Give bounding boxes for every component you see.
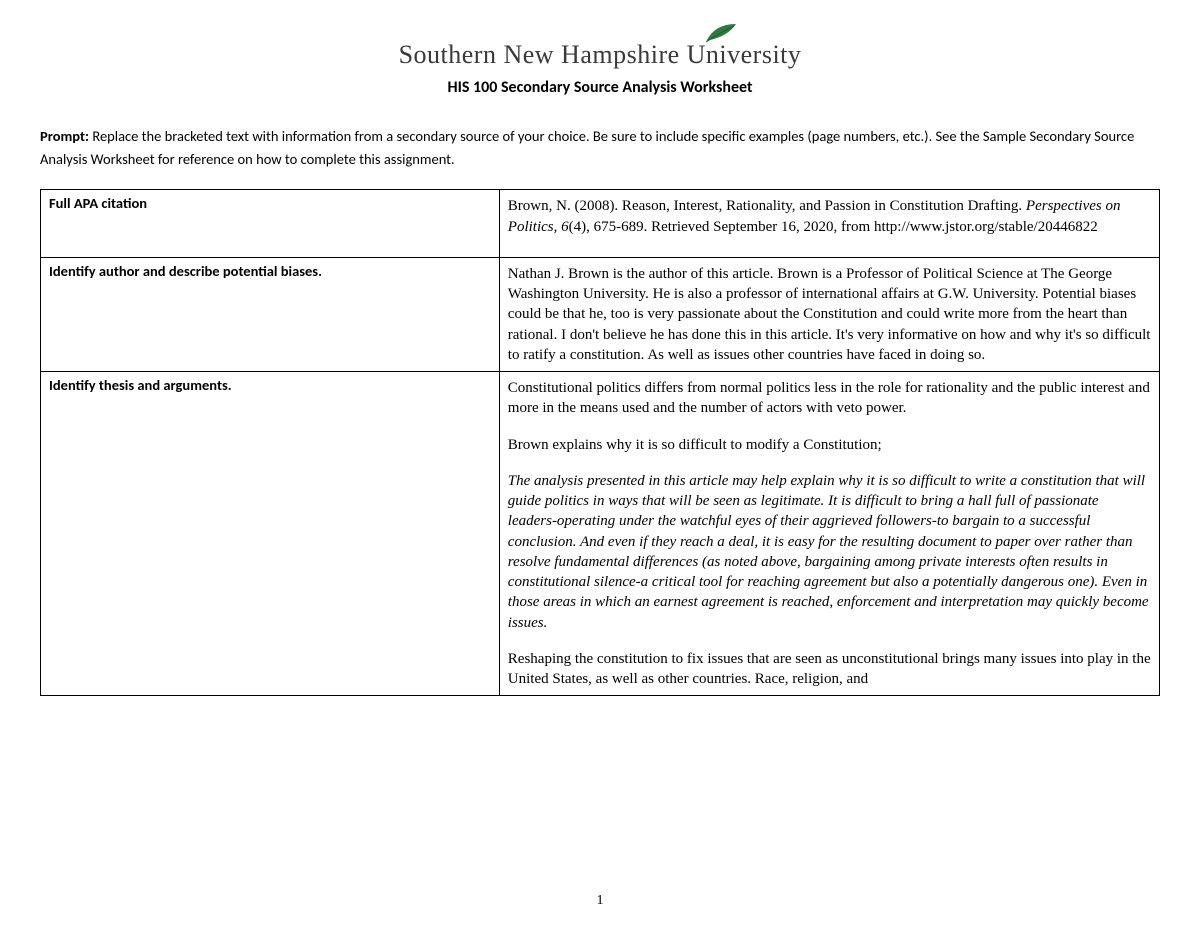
citation-post: (4), 675-689. Retrieved September 16, 20… bbox=[569, 219, 1098, 235]
thesis-p2: Brown explains why it is so difficult to… bbox=[508, 435, 1151, 455]
prompt-paragraph: Prompt: Replace the bracketed text with … bbox=[40, 125, 1160, 171]
leaf-icon bbox=[704, 22, 738, 44]
table-row: Identify author and describe potential b… bbox=[41, 257, 1160, 371]
document-title: HIS 100 Secondary Source Analysis Worksh… bbox=[40, 78, 1160, 97]
prompt-label: Prompt: bbox=[40, 127, 89, 145]
citation-pre: Brown, N. (2008). Reason, Interest, Rati… bbox=[508, 198, 1026, 214]
thesis-p3: Reshaping the constitution to fix issues… bbox=[508, 649, 1151, 690]
page-number: 1 bbox=[0, 893, 1200, 909]
thesis-p1: Constitutional politics differs from nor… bbox=[508, 378, 1151, 419]
row-label-thesis: Identify thesis and arguments. bbox=[41, 372, 500, 696]
logo-text-part1: Southern New Hamps bbox=[399, 40, 638, 70]
row-label-author: Identify author and describe potential b… bbox=[41, 257, 500, 371]
row-value-author: Nathan J. Brown is the author of this ar… bbox=[499, 257, 1159, 371]
logo-text-part2: hire bbox=[637, 40, 679, 70]
row-value-thesis: Constitutional politics differs from nor… bbox=[499, 372, 1159, 696]
table-row: Identify thesis and arguments. Constitut… bbox=[41, 372, 1160, 696]
university-logo: Southern New Hampshire University bbox=[40, 40, 1160, 70]
row-value-citation: Brown, N. (2008). Reason, Interest, Rati… bbox=[499, 190, 1159, 258]
worksheet-table: Full APA citation Brown, N. (2008). Reas… bbox=[40, 189, 1160, 696]
prompt-text: Replace the bracketed text with informat… bbox=[40, 127, 1134, 168]
row-label-citation: Full APA citation bbox=[41, 190, 500, 258]
logo-text-part3: University bbox=[687, 40, 802, 70]
thesis-quote: The analysis presented in this article m… bbox=[508, 471, 1151, 633]
table-row: Full APA citation Brown, N. (2008). Reas… bbox=[41, 190, 1160, 258]
